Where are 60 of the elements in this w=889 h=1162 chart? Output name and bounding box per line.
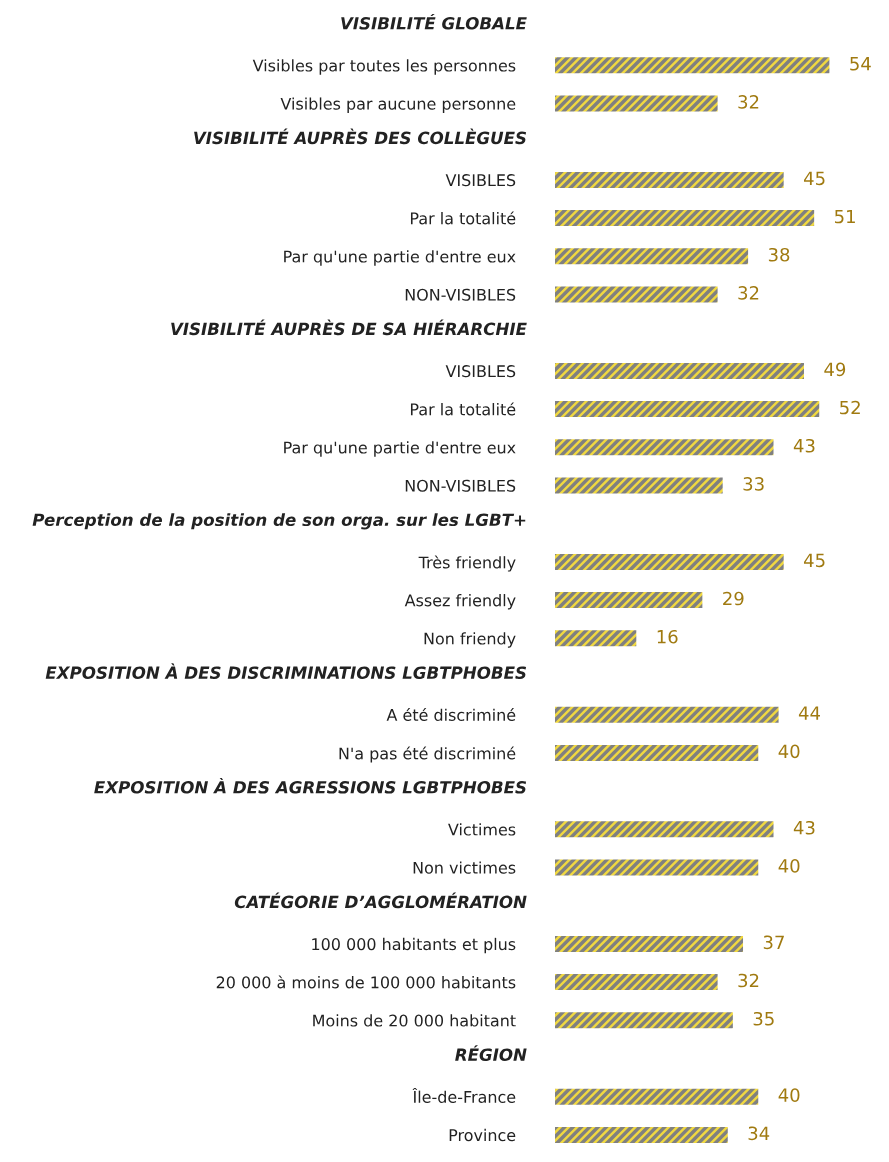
text: EXPOSITION À DES AGRESSIONS LGBTPHOBES [94,777,527,794]
y-tick-label: Assez friendly [404,594,516,610]
data-label: 35 [753,1011,774,1026]
bar [555,171,784,188]
data-label: 32 [738,973,759,988]
data-label: 33 [743,477,764,491]
y-tick-label: Non friendy [424,632,516,648]
y-tick-label: NON-VISIBLES [405,288,516,301]
data-label: 49 [824,362,846,377]
text: VISIBILITÉ AUPRÈS DES COLLÈGUES [194,128,527,145]
bar [555,362,804,379]
y-tick-label: VISIBLES [445,365,516,378]
y-tick-label: Par qu'une partie d'entre eux [284,441,516,457]
data-label: 29 [723,591,744,606]
text: VISIBILITÉ AUPRÈS DE SA HIÉRARCHIE [171,319,527,336]
y-tick-label: Victimes [448,823,516,836]
data-label: 32 [738,286,759,300]
data-label: 16 [657,629,678,644]
data-label: 38 [768,247,790,262]
bar [555,439,774,456]
data-label: 40 [778,859,800,873]
y-tick-label: Très friendly [418,555,516,572]
data-label: 45 [804,171,825,186]
y-tick-label: 100 000 habitants et plus [312,937,516,954]
data-label: 52 [840,400,860,415]
data-label: 40 [778,1088,800,1102]
data-label: 54 [850,57,871,71]
y-tick-label: N'a pas été discriminé [339,746,516,763]
data-label: 32 [738,95,759,109]
data-label: 45 [804,553,825,568]
bar [555,286,718,303]
y-tick-label: 20 000 à moins de 100 000 habitants [216,975,516,989]
data-label: 44 [798,706,820,720]
text: EXPOSITION À DES DISCRIMINATIONS LGBTPHOBES [45,663,527,679]
y-tick-label: Visibles par toutes les personnes [252,59,516,75]
y-tick-label: Moins de 20 000 habitant [313,1014,516,1027]
y-tick-label: VISIBLES [445,174,516,187]
y-tick-label: Par la totalité [410,402,516,416]
chart-title: VISIBILITÉ GLOBALE [341,13,527,30]
y-tick-label: A été discriminé [386,707,516,721]
y-tick-label: Par qu'une partie d'entre eux [284,250,516,266]
bar [555,210,815,227]
y-tick-label: Visibles par aucune personne [280,97,516,113]
text: Perception de la position de son orga. sur les LGBT+ [32,513,526,530]
chart-title: RÉGION [455,1045,527,1061]
data-label: 43 [793,820,815,835]
y-tick-label: NON-VISIBLES [405,479,516,492]
data-label: 37 [763,935,784,950]
y-tick-label: Par la totalité [410,211,516,225]
data-label: 43 [793,438,815,453]
y-tick-label: Île-de-France [412,1087,516,1103]
data-label: 40 [778,744,800,759]
data-label: 34 [748,1126,770,1141]
text: CATÉGORIE D’AGGLOMÉRATION [234,892,527,909]
bar [555,248,749,265]
bar [555,477,723,494]
data-label: 51 [835,209,855,224]
y-tick-label: Non victimes [413,861,516,874]
y-tick-label: Province [449,1128,516,1142]
bar [555,401,820,418]
